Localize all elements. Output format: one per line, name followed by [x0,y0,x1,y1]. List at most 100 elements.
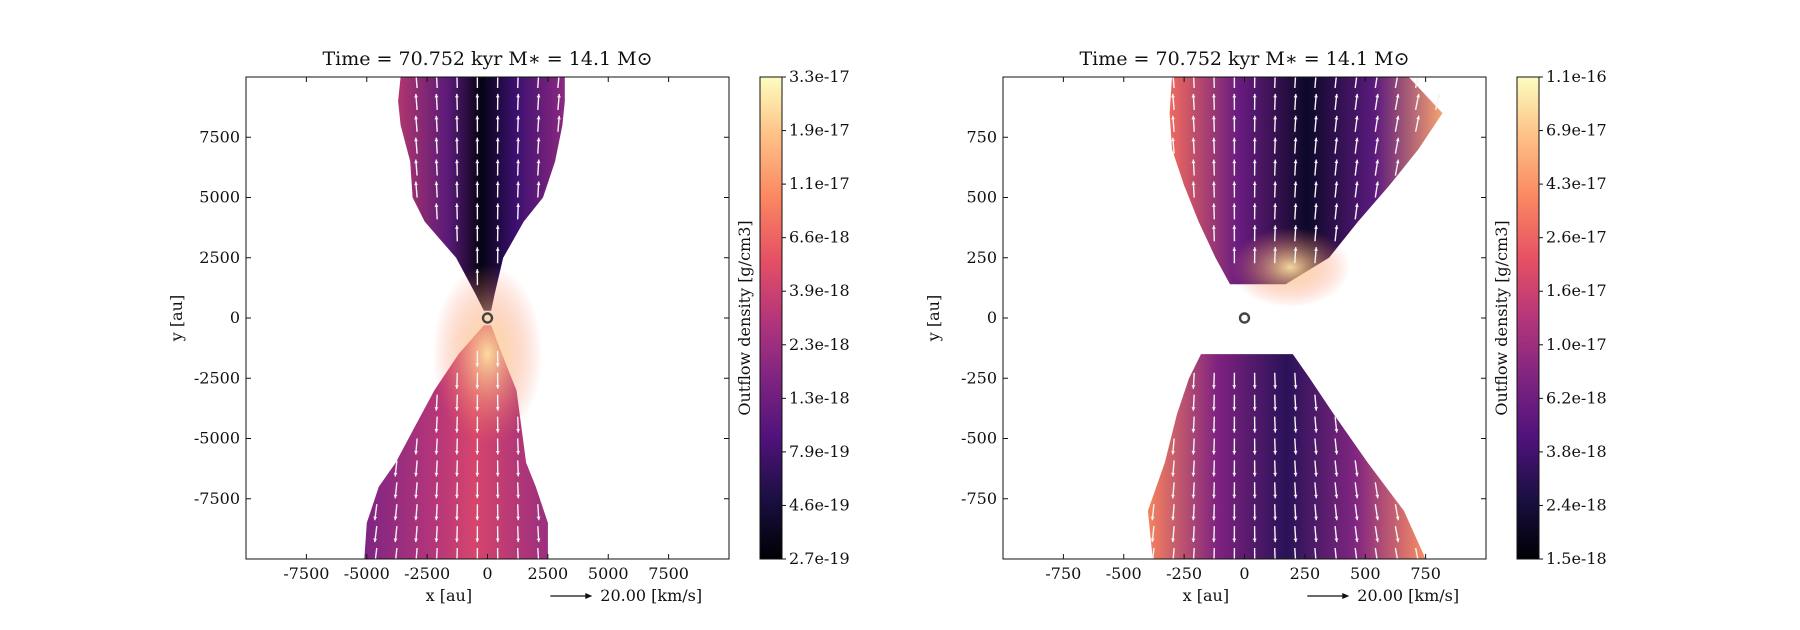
velocity-arrowhead [536,137,541,142]
y-tick-label: 750 [966,127,997,146]
velocity-arrowhead [1151,560,1155,564]
velocity-arrowhead [434,115,439,120]
velocity-arrowhead [495,385,500,389]
velocity-arrowhead [495,407,500,411]
velocity-arrowhead [1314,72,1318,76]
panel-left: -7500 -5000 -2500 0 2500 5000 7500 7500 5000 2500… [167,48,850,605]
velocity-arrowhead [1191,159,1196,164]
velocity-arrowhead [1293,516,1298,521]
x-tick-label: -5000 [344,564,390,583]
velocity-arrowhead [1293,385,1298,389]
velocity-arrowhead [1273,159,1277,164]
colorbar [759,76,783,560]
velocity-arrowhead [1252,472,1257,477]
velocity-arrowhead [434,181,439,186]
velocity-arrowhead [1252,385,1257,389]
velocity-arrowhead [1354,203,1359,208]
velocity-arrowhead [1416,93,1420,98]
velocity-arrowhead [1252,159,1257,164]
velocity-arrowhead [1150,516,1155,521]
velocity-arrowhead [455,203,459,207]
velocity-arrowhead [557,72,561,76]
velocity-arrowhead [435,72,439,76]
velocity-arrowhead [516,516,520,521]
colorbar-tick-label: 1.0e-17 [1546,335,1607,354]
velocity-arrowhead [1314,93,1318,98]
colorbar-tick-label: 4.6e-19 [789,495,850,514]
velocity-arrowhead [1212,72,1216,76]
velocity-arrowhead [1171,137,1175,142]
velocity-arrowhead [414,137,418,142]
colorbar-tick-label: 3.3e-17 [789,67,850,86]
velocity-arrowhead [1273,137,1277,142]
x-tick-label: -7500 [283,564,329,583]
velocity-arrowhead [475,561,479,565]
velocity-arrowhead [1252,516,1257,521]
velocity-arrowhead [455,407,459,411]
colorbar-label: Outflow density [g/cm3] [735,220,754,415]
velocity-arrowhead [1191,93,1196,98]
velocity-arrowhead [475,363,480,367]
colorbar-tick-label: 2.3e-18 [789,335,850,354]
velocity-arrow [517,77,519,89]
velocity-arrowhead [1314,225,1318,229]
velocity-arrowhead [1334,181,1339,186]
velocity-arrowhead [1171,538,1175,543]
velocity-arrowhead [495,115,500,120]
velocity-arrowhead [455,516,459,521]
velocity-arrowhead [1191,407,1196,411]
velocity-arrowhead [475,429,480,433]
velocity-arrowhead [434,93,439,98]
velocity-arrowhead [1294,72,1298,76]
velocity-arrowhead [1191,429,1196,433]
velocity-arrowhead [455,137,459,142]
velocity-arrowhead [414,538,418,543]
chart-title: Time = 70.752 kyr M∗ = 14.1 M⊙ [1080,48,1410,70]
velocity-arrow [1354,77,1358,89]
velocity-arrowhead [475,538,480,543]
velocity-arrowhead [434,516,439,521]
velocity-arrowhead [1375,494,1380,499]
velocity-arrowhead [1150,538,1155,543]
velocity-arrowhead [1232,93,1237,98]
velocity-arrowhead [495,451,500,455]
colorbar-tick-label: 6.6e-18 [789,228,850,247]
velocity-arrowhead [1354,538,1359,543]
velocity-arrowhead [1212,538,1216,543]
velocity-arrowhead [1171,516,1175,521]
velocity-arrowhead [1334,93,1339,98]
velocity-arrowhead [414,115,418,120]
outflow-density-map [1147,72,1443,565]
colorbar-tick-label: 6.9e-17 [1546,121,1607,140]
velocity-arrow [1314,547,1317,559]
velocity-arrowhead [475,203,480,207]
velocity-arrowhead [1314,159,1318,164]
velocity-arrowhead [1293,93,1298,98]
velocity-arrowhead [1191,181,1196,186]
chart-title: Time = 70.752 kyr M∗ = 14.1 M⊙ [323,48,653,70]
velocity-arrow [415,77,418,89]
velocity-arrowhead [1171,93,1175,98]
velocity-arrowhead [455,385,459,389]
velocity-arrowhead [1273,72,1277,76]
velocity-arrowhead [1335,560,1339,564]
velocity-arrow [1294,547,1297,559]
velocity-arrowhead [1293,429,1298,433]
outflow-lobe-lower [1147,354,1426,559]
x-tick-label: 250 [1290,564,1321,583]
velocity-arrowhead [1273,561,1277,565]
velocity-arrowhead [1253,72,1257,76]
velocity-arrowhead [434,494,439,499]
x-tick-label: -500 [1106,564,1142,583]
colorbar-tick-label: 1.3e-18 [789,388,850,407]
x-tick-label: 5000 [588,564,629,583]
velocity-arrowhead [516,450,520,455]
velocity-arrowhead [393,538,398,543]
colorbar-tick-label: 3.8e-18 [1546,442,1607,461]
velocity-arrowhead [1232,203,1237,207]
velocity-arrowhead [1252,181,1257,185]
velocity-arrowhead [496,561,500,565]
y-tick-label: -750 [961,489,997,508]
velocity-arrow [1314,77,1317,89]
velocity-arrowhead [1232,247,1237,251]
